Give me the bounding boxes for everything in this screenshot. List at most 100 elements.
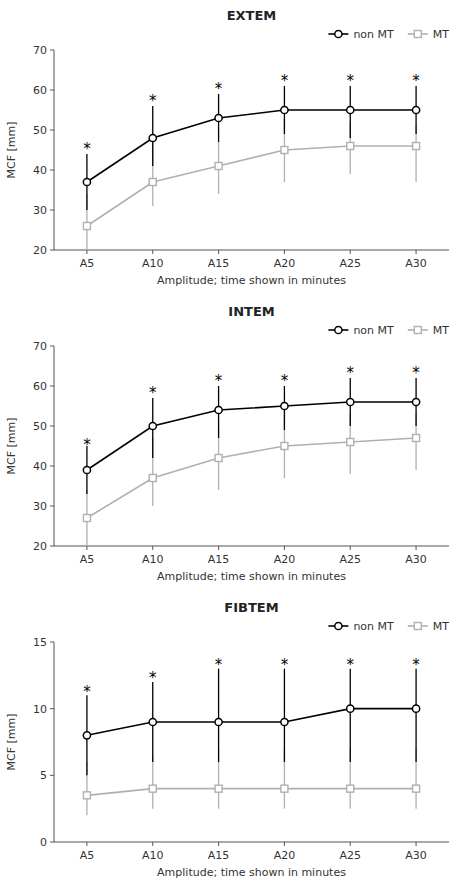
annotation: * (149, 92, 157, 110)
marker (215, 163, 222, 170)
error-bar (350, 669, 351, 762)
annotation: * (412, 364, 420, 382)
error-bar (284, 669, 285, 762)
marker (281, 785, 288, 792)
x-tick (218, 842, 219, 846)
y-tick (50, 50, 54, 51)
y-tick (50, 466, 54, 467)
marker (149, 718, 156, 725)
series (83, 406, 419, 546)
x-tick-label: A5 (80, 553, 95, 566)
annotation: * (412, 72, 420, 90)
line (87, 402, 416, 470)
marker (347, 398, 354, 405)
y-tick-label: 20 (33, 244, 47, 257)
marker (149, 422, 156, 429)
line (87, 146, 416, 226)
plot-area (83, 669, 419, 816)
x-tick (86, 842, 87, 846)
panel: FIBTEM051015A5A10A15A20A25A30Amplitude; … (5, 600, 449, 879)
plot-area (83, 86, 419, 250)
series (83, 86, 419, 210)
marker (347, 106, 354, 113)
y-axis (54, 346, 55, 546)
y-axis-label: MCF [mm] (5, 417, 18, 474)
x-tick-label: A15 (208, 257, 230, 270)
y-tick-label: 70 (33, 44, 47, 57)
y-tick (50, 170, 54, 171)
x-tick (86, 546, 87, 550)
legend-marker (414, 31, 421, 38)
x-axis (54, 250, 449, 251)
marker (215, 455, 222, 462)
error-bar (415, 669, 416, 762)
y-tick (50, 546, 54, 547)
y-tick (50, 346, 54, 347)
x-tick (416, 546, 417, 550)
error-bar (152, 755, 153, 808)
marker (215, 114, 222, 121)
annotation: * (215, 372, 223, 390)
marker (347, 785, 354, 792)
y-tick-label: 50 (33, 420, 47, 433)
legend-marker (335, 326, 342, 333)
x-tick-label: A10 (142, 849, 164, 862)
y-tick-label: 0 (40, 836, 47, 849)
x-tick (86, 250, 87, 254)
x-tick (350, 250, 351, 254)
marker (281, 443, 288, 450)
title: FIBTEM (224, 600, 278, 615)
x-tick (350, 842, 351, 846)
y-tick-label: 40 (33, 164, 47, 177)
legend: non MTMT (328, 28, 449, 41)
annotation: * (83, 436, 91, 454)
x-axis-label: Amplitude; time shown in minutes (157, 274, 346, 287)
x-tick (416, 250, 417, 254)
error-bar (218, 669, 219, 762)
annotation: * (347, 364, 355, 382)
y-tick-label: 15 (33, 636, 47, 649)
error-bar (415, 126, 416, 182)
marker (83, 732, 90, 739)
marker (215, 718, 222, 725)
series (83, 749, 419, 816)
x-tick-label: A5 (80, 257, 95, 270)
y-tick-label: 10 (33, 703, 47, 716)
x-tick-label: A15 (208, 553, 230, 566)
marker (83, 515, 90, 522)
marker (281, 106, 288, 113)
x-tick (350, 546, 351, 550)
y-tick (50, 426, 54, 427)
x-tick-label: A25 (339, 849, 361, 862)
marker (347, 439, 354, 446)
legend-marker (414, 623, 421, 630)
marker (215, 785, 222, 792)
series (83, 118, 419, 250)
x-axis (54, 546, 449, 547)
y-tick-label: 30 (33, 204, 47, 217)
line (87, 789, 416, 796)
y-tick (50, 506, 54, 507)
x-tick-label: A10 (142, 257, 164, 270)
annotation: * (83, 140, 91, 158)
marker (83, 466, 90, 473)
x-axis (54, 842, 449, 843)
legend-label: MT (433, 324, 449, 337)
legend-label: non MT (353, 620, 394, 633)
x-tick (284, 546, 285, 550)
x-tick (284, 250, 285, 254)
marker (281, 402, 288, 409)
title: EXTEM (227, 8, 277, 23)
annotation: * (281, 72, 289, 90)
y-tick (50, 90, 54, 91)
y-tick-label: 60 (33, 84, 47, 97)
x-tick-label: A30 (405, 849, 427, 862)
y-tick-label: 20 (33, 540, 47, 553)
x-tick-label: A15 (208, 849, 230, 862)
legend-marker (335, 622, 342, 629)
x-tick (152, 546, 153, 550)
x-tick (284, 842, 285, 846)
x-tick (218, 546, 219, 550)
annotation: * (83, 683, 91, 701)
y-tick (50, 130, 54, 131)
